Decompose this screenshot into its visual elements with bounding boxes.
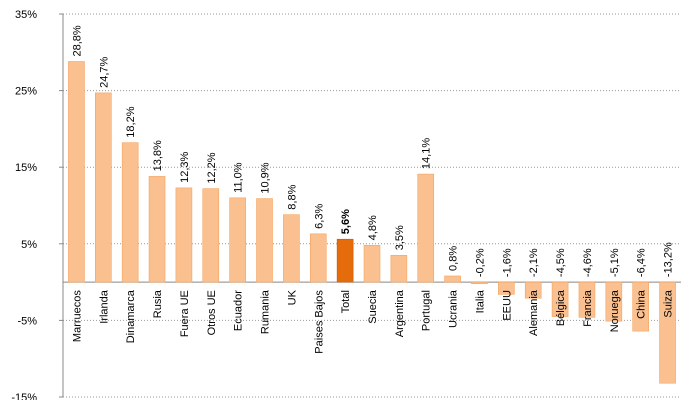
x-tick-label: China xyxy=(636,289,648,319)
value-label: 0,8% xyxy=(448,246,460,271)
value-label: 6,3% xyxy=(313,204,325,229)
bar xyxy=(121,142,139,283)
bar xyxy=(148,176,166,283)
value-label: -1,6% xyxy=(501,248,513,277)
value-label: 8,8% xyxy=(286,184,298,209)
x-tick-label: Otros UE xyxy=(206,290,218,335)
x-tick-label: Francia xyxy=(582,289,594,327)
x-tick-label: Portugal xyxy=(421,290,433,331)
x-tick-label: Suecia xyxy=(367,289,379,324)
value-label: 28,8% xyxy=(71,25,83,56)
value-label: 14,1% xyxy=(421,138,433,169)
x-tick-label: Ucrania xyxy=(448,289,460,328)
x-tick-label: UK xyxy=(286,289,298,305)
bar xyxy=(659,281,676,384)
y-tick-label: -15% xyxy=(11,392,37,400)
value-label: -4,5% xyxy=(555,248,567,277)
x-tick-label: Noruega xyxy=(609,289,621,332)
x-tick-label: Italia xyxy=(474,289,486,313)
bar xyxy=(551,281,569,317)
bar xyxy=(309,233,327,283)
x-tick-label: Bélgica xyxy=(555,289,567,326)
bar xyxy=(336,238,354,283)
x-tick-label: Dinamarca xyxy=(125,289,137,343)
bar xyxy=(95,92,112,283)
bar xyxy=(175,187,193,283)
bar xyxy=(202,188,220,283)
y-tick-label: 5% xyxy=(21,239,37,251)
x-tick-label: Total xyxy=(340,290,352,313)
x-tick-label: Alemania xyxy=(528,289,540,336)
value-label: 13,8% xyxy=(152,140,164,171)
value-label: -2,1% xyxy=(528,248,540,277)
bar xyxy=(632,281,649,332)
bar xyxy=(417,173,435,283)
x-tick-label: Paises Bajos xyxy=(313,290,325,354)
bar xyxy=(390,254,408,283)
x-tick-label: Ecuador xyxy=(233,290,245,331)
y-tick-label: 35% xyxy=(15,9,37,21)
x-tick-label: EEUU xyxy=(501,290,513,321)
x-tick-label: Irlanda xyxy=(98,289,110,324)
x-tick-label: Argentina xyxy=(394,289,406,337)
value-label: 24,7% xyxy=(98,56,110,87)
value-label: 4,8% xyxy=(367,215,379,240)
value-label: -6,4% xyxy=(636,248,648,277)
value-label: 5,6% xyxy=(340,209,352,234)
value-label: 3,5% xyxy=(394,225,406,250)
value-label: -13,2% xyxy=(663,242,675,277)
value-label: 12,2% xyxy=(206,152,218,183)
value-label: 10,9% xyxy=(260,162,272,193)
x-tick-label: Suiza xyxy=(663,289,675,317)
value-label: -0,2% xyxy=(474,248,486,277)
bar xyxy=(68,61,85,283)
y-tick-label: -5% xyxy=(17,315,37,327)
bar xyxy=(283,214,300,283)
bar xyxy=(229,197,246,283)
bar xyxy=(524,281,542,299)
x-tick-label: Rumania xyxy=(260,289,272,334)
bar xyxy=(444,275,461,283)
value-label: 11,0% xyxy=(233,162,245,193)
y-tick-label: 25% xyxy=(15,86,37,98)
value-label: 12,3% xyxy=(179,151,191,182)
bar xyxy=(256,198,273,283)
bar xyxy=(498,281,515,295)
x-tick-label: Fuera UE xyxy=(179,290,191,337)
y-tick-label: 15% xyxy=(15,162,37,174)
bar xyxy=(578,281,596,318)
x-tick-label: Rusia xyxy=(152,289,164,318)
value-label: 18,2% xyxy=(125,106,137,137)
bar xyxy=(363,245,381,283)
bar xyxy=(605,281,623,322)
value-label: -4,6% xyxy=(582,248,594,277)
value-label: -5,1% xyxy=(609,248,621,277)
bar xyxy=(471,281,488,284)
x-tick-label: Marruecos xyxy=(71,290,83,342)
